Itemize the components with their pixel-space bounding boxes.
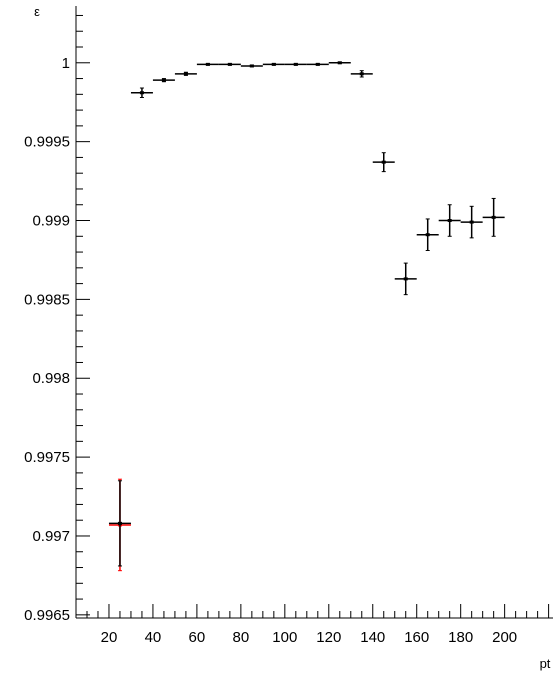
point-marker [271, 62, 276, 66]
data-point [284, 62, 307, 66]
tick-marks [75, 14, 550, 618]
x-tick-label: 140 [360, 629, 385, 646]
point-marker [139, 91, 144, 95]
point-marker [337, 61, 342, 65]
y-tick-label: 0.9995 [24, 134, 70, 151]
data-series [108, 61, 505, 572]
point-marker [161, 78, 166, 82]
point-marker [227, 62, 232, 66]
data-point [196, 62, 219, 66]
point-marker [447, 219, 452, 223]
y-tick-label: 0.9965 [24, 607, 70, 624]
point-marker [381, 160, 386, 164]
data-point [240, 64, 263, 68]
x-tick-label: 80 [233, 629, 250, 646]
x-tick-label: 200 [492, 629, 517, 646]
data-point [174, 71, 197, 76]
data-point [306, 62, 329, 66]
data-point [108, 480, 131, 567]
y-tick-label: 0.998 [32, 370, 70, 387]
point-marker [425, 233, 430, 237]
data-point [438, 204, 461, 237]
x-axis-title: pt [540, 656, 551, 671]
y-tick-label: 0.9985 [24, 291, 70, 308]
data-point [218, 62, 241, 66]
point-marker [249, 64, 254, 68]
data-point [460, 205, 483, 239]
y-axis-title: ε [34, 4, 40, 19]
x-tick-label: 40 [145, 629, 162, 646]
y-tick-label: 0.997 [32, 528, 70, 545]
data-point [416, 218, 439, 251]
point-marker [491, 215, 496, 219]
y-tick-label: 0.999 [32, 213, 70, 230]
point-marker [117, 521, 122, 525]
series-group [108, 61, 505, 567]
point-marker [183, 72, 188, 76]
point-marker [359, 72, 364, 76]
y-tick-label: 1 [62, 55, 70, 72]
x-tick-label: 120 [316, 629, 341, 646]
data-point [130, 87, 153, 98]
y-tick-label: 0.9975 [24, 449, 70, 466]
point-marker [469, 220, 474, 224]
data-point [328, 61, 351, 65]
data-point [394, 262, 417, 296]
x-tick-label: 160 [404, 629, 429, 646]
x-tick-label: 60 [189, 629, 206, 646]
tick-labels: 0.9965 0.997 0.9975 0.998 0.9985 0.999 0.9995 1… [24, 55, 517, 646]
x-tick-label: 20 [101, 629, 118, 646]
data-point [350, 70, 373, 78]
data-point [262, 62, 285, 66]
point-marker [205, 62, 210, 66]
point-marker [315, 62, 320, 66]
data-point [152, 78, 175, 83]
axes [75, 6, 553, 619]
point-marker [293, 62, 298, 66]
point-marker [403, 277, 408, 281]
data-point [372, 152, 395, 173]
x-tick-label: 180 [448, 629, 473, 646]
x-tick-label: 100 [272, 629, 297, 646]
data-point [482, 197, 505, 237]
